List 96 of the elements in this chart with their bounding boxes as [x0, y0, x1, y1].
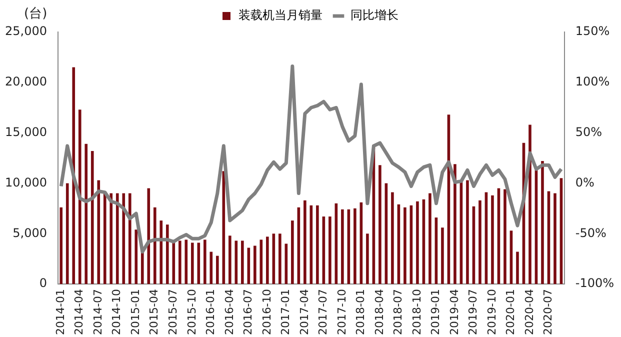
bar — [416, 201, 419, 284]
x-tick-label: 2019-10 — [485, 289, 498, 336]
y-tick-label: 25,000 — [4, 24, 47, 38]
x-tick-label: 2016-10 — [260, 289, 274, 336]
bar — [554, 193, 556, 284]
x-tick-label: 2017-04 — [298, 289, 311, 336]
x-tick-label: 2014-04 — [72, 289, 86, 336]
y-axis-title: (台) — [24, 6, 48, 22]
x-tick-label: 2017-10 — [335, 289, 348, 336]
bar — [391, 192, 394, 284]
bar — [184, 240, 188, 284]
y2-tick-label: 50% — [575, 124, 602, 139]
legend-label: 装载机当月销量 — [238, 8, 322, 22]
y2-tick-label: 150% — [575, 24, 610, 38]
bar — [66, 183, 69, 284]
bar — [354, 208, 356, 284]
bar — [266, 236, 269, 284]
bar — [97, 180, 100, 284]
bar — [504, 189, 506, 284]
y-tick-label: 20,000 — [4, 74, 47, 89]
bar — [378, 165, 382, 284]
bar — [147, 188, 150, 284]
bar — [90, 150, 94, 284]
y-tick-label: 15,000 — [4, 124, 47, 139]
bar — [178, 240, 182, 284]
x-tick-label: 2014-10 — [110, 289, 124, 336]
bar — [122, 193, 126, 284]
y-tick-label: 0 — [39, 276, 47, 290]
x-tick-label: 2019-01 — [429, 289, 442, 336]
bar — [466, 180, 469, 284]
bar — [203, 240, 206, 284]
bar — [84, 144, 88, 284]
x-tick-label: 2018-04 — [372, 289, 386, 336]
y2-tick-label: 0% — [575, 175, 594, 190]
x-tick-label: 2016-01 — [204, 289, 218, 336]
bar — [72, 67, 76, 284]
bar — [60, 207, 63, 284]
bar — [222, 171, 226, 284]
bar — [190, 242, 194, 284]
bar — [228, 236, 232, 284]
y-tick-label: 5,000 — [12, 226, 47, 240]
bar — [328, 216, 332, 284]
bar — [366, 234, 369, 284]
bar — [304, 200, 306, 284]
x-tick-label: 2016-04 — [222, 289, 236, 336]
bar — [197, 242, 200, 284]
x-tick-label: 2019-04 — [448, 289, 461, 336]
bar — [491, 195, 494, 284]
bar — [172, 242, 176, 284]
bar — [278, 234, 282, 284]
bar — [291, 220, 294, 284]
bar — [341, 209, 344, 284]
x-tick-label: 2016-07 — [242, 289, 255, 336]
bar — [140, 252, 144, 284]
x-tick-label: 2020-01 — [504, 289, 518, 336]
x-tick-label: 2015-01 — [128, 289, 142, 336]
x-tick-label: 2014-07 — [91, 289, 104, 336]
x-tick-label: 2017-07 — [316, 289, 330, 336]
bar — [216, 256, 219, 284]
x-tick-label: 2018-01 — [354, 289, 368, 336]
bar — [160, 220, 163, 284]
x-tick-label: 2018-07 — [392, 289, 405, 336]
x-tick-label: 2019-07 — [466, 289, 480, 336]
bar — [103, 192, 106, 284]
bar — [404, 207, 406, 284]
x-tick-label: 2020-04 — [522, 289, 536, 336]
y2-tick-label: 100% — [575, 74, 610, 89]
bar — [428, 193, 432, 284]
bar — [541, 161, 544, 284]
x-tick-label: 2017-01 — [279, 289, 292, 336]
y-tick-label: 10,000 — [4, 175, 47, 190]
bar — [78, 110, 82, 284]
bar — [153, 207, 156, 284]
bar — [316, 205, 319, 284]
x-tick-label: 2015-07 — [166, 289, 180, 336]
x-tick-label: 2015-10 — [185, 289, 198, 336]
x-tick-label: 2018-10 — [410, 289, 424, 336]
bar — [441, 228, 444, 284]
x-tick-label: 2015-04 — [148, 289, 161, 336]
bar — [254, 246, 256, 284]
y2-tick-label: -100% — [575, 276, 614, 290]
bar — [528, 124, 532, 284]
bar — [110, 193, 113, 284]
bar — [166, 224, 169, 284]
bar — [116, 193, 119, 284]
bar — [134, 230, 138, 284]
bar — [478, 200, 482, 284]
legend-label: 同比增长 — [350, 8, 398, 22]
bar — [241, 240, 244, 284]
bar — [210, 252, 213, 284]
bar — [128, 193, 132, 284]
bar — [454, 164, 456, 284]
bar — [516, 252, 519, 284]
y2-tick-label: -50% — [575, 226, 606, 240]
x-tick-label: 2014-01 — [54, 289, 67, 336]
x-tick-label: 2020-07 — [542, 289, 555, 336]
